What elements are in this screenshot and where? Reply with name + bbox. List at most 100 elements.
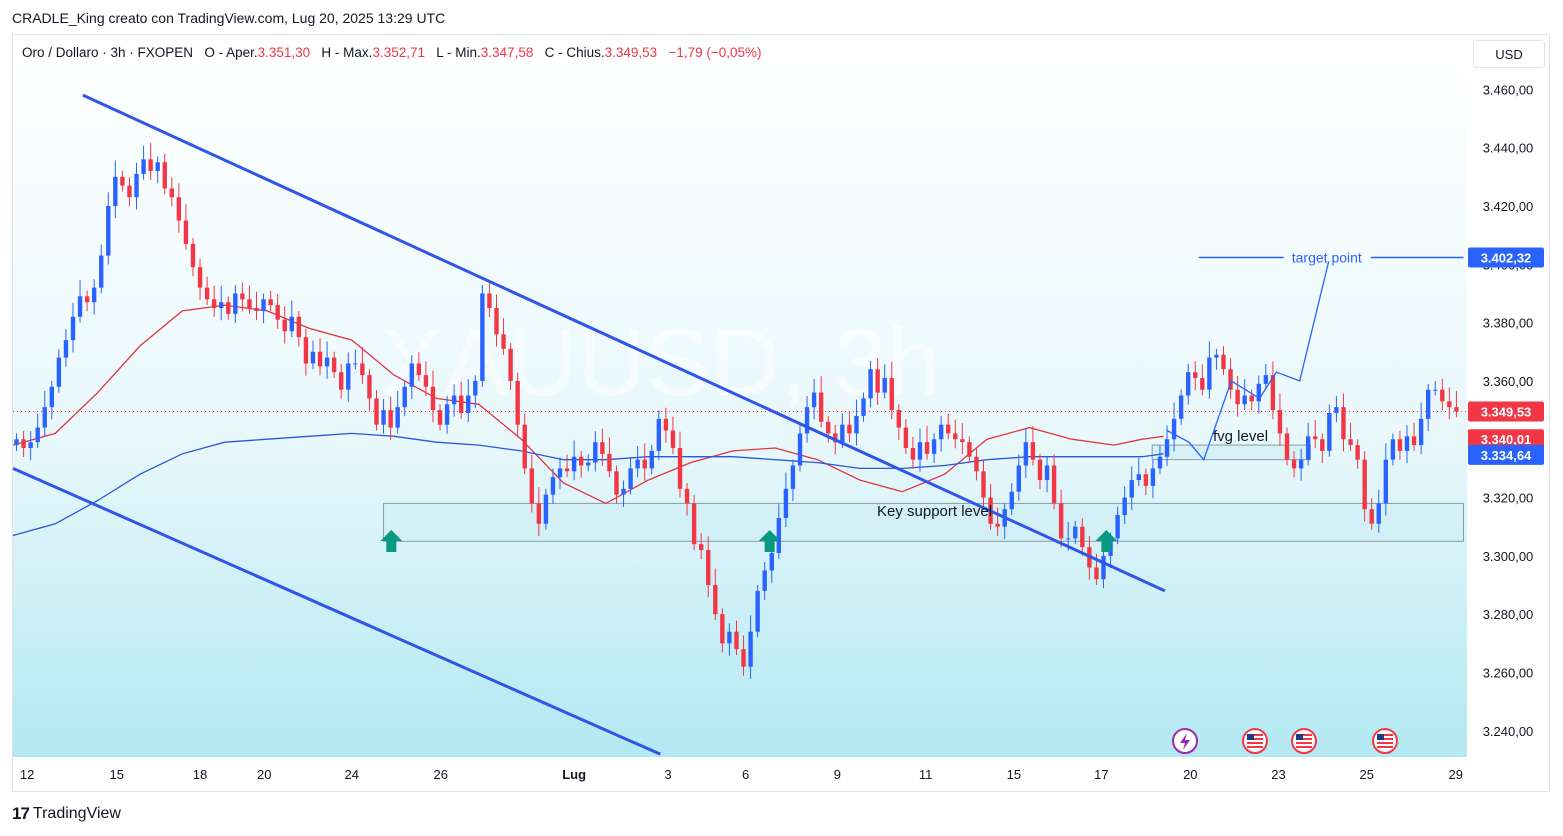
candle-body — [783, 488, 789, 518]
candle-down — [148, 142, 153, 181]
candle-up — [1023, 428, 1029, 478]
candle-body — [1440, 389, 1445, 402]
candle-body — [1376, 503, 1381, 524]
candle-up — [14, 433, 19, 451]
x-tick-label: 15 — [110, 767, 124, 782]
y-tick-label: 3.280,00 — [1483, 607, 1534, 622]
candle-body — [247, 299, 252, 309]
candle-body — [1178, 395, 1184, 419]
candle-down — [508, 343, 513, 390]
candle-body — [1073, 526, 1078, 539]
flag-stripe — [1247, 738, 1263, 740]
flag-stripe — [1377, 738, 1393, 740]
candle-body — [1094, 567, 1099, 580]
candle-down — [515, 372, 520, 437]
candle-down — [21, 430, 26, 458]
candle-down — [1362, 451, 1367, 522]
candle-body — [49, 386, 55, 408]
candle-up — [861, 392, 866, 422]
candle-down — [317, 338, 323, 376]
candle-body — [748, 631, 753, 667]
candle-body — [416, 363, 422, 376]
candle-body — [960, 439, 965, 443]
candle-up — [1425, 383, 1431, 432]
candle-body — [1016, 465, 1021, 492]
candle-up — [1136, 457, 1141, 486]
candle-body — [931, 439, 937, 454]
candle-up — [938, 416, 944, 452]
candle-down — [162, 153, 167, 195]
candle-up — [480, 284, 485, 387]
candle-body — [1418, 418, 1424, 446]
candle-body — [875, 369, 880, 393]
candle-body — [946, 424, 951, 434]
candle-up — [571, 440, 577, 481]
candle-body — [1030, 442, 1036, 460]
candle-body — [459, 395, 464, 413]
candle-down — [896, 404, 901, 440]
candle-down — [176, 183, 182, 233]
y-tick-label: 3.260,00 — [1483, 666, 1534, 681]
candle-body — [797, 433, 803, 466]
candle-body — [635, 459, 640, 469]
flag-stripe — [1296, 746, 1312, 748]
candle-down — [296, 310, 302, 347]
candle-body — [367, 375, 372, 399]
candle-body — [402, 386, 407, 408]
candle-down — [974, 448, 979, 481]
candle-body — [938, 424, 944, 440]
candle-body — [769, 552, 774, 571]
us-flag-icon[interactable] — [1242, 728, 1268, 754]
candle-down — [360, 347, 365, 385]
candle-body — [557, 468, 563, 478]
event-circle — [1291, 728, 1317, 754]
candle-body — [388, 410, 393, 428]
candle-up — [409, 354, 414, 400]
x-tick-label: Lug — [562, 767, 586, 782]
y-tick-label: 3.420,00 — [1483, 199, 1534, 214]
candle-down — [663, 407, 669, 443]
candle-up — [1129, 466, 1134, 510]
candle-body — [56, 357, 62, 387]
candle-up — [1327, 404, 1332, 457]
candle-up — [35, 413, 40, 448]
us-flag-icon[interactable] — [1291, 728, 1317, 754]
flag-canton — [1296, 734, 1303, 740]
open-value: 3.351,30 — [257, 45, 311, 60]
candle-up — [49, 380, 55, 420]
candle-body — [967, 442, 972, 457]
candle-down — [1291, 451, 1297, 478]
tradingview-brand[interactable]: 17 TradingView — [12, 804, 121, 824]
flag-stripe — [1377, 734, 1393, 736]
candle-down — [1200, 364, 1205, 396]
symbol-label: Oro / Dollaro · 3h · FXOPEN — [22, 45, 194, 60]
candle-down — [339, 363, 344, 399]
us-flag-icon[interactable] — [1372, 728, 1398, 754]
y-tick-label: 3.440,00 — [1483, 141, 1534, 156]
candle-up — [1383, 443, 1389, 516]
open-label: O - Aper. — [204, 45, 258, 60]
candle-down — [522, 413, 527, 475]
candle-up — [628, 457, 633, 495]
candle-body — [480, 293, 485, 381]
candle-body — [91, 287, 97, 303]
candle-up — [868, 360, 873, 408]
candle-up — [28, 431, 33, 461]
price-tag: 3.340,01 — [1468, 429, 1544, 450]
currency-button[interactable]: USD — [1473, 40, 1545, 68]
candle-body — [374, 398, 379, 425]
candle-down — [579, 450, 584, 478]
y-tick-label: 3.380,00 — [1483, 316, 1534, 331]
candle-body — [1058, 503, 1064, 539]
x-tick-label: 20 — [257, 767, 271, 782]
candle-down — [720, 608, 725, 653]
candle-body — [113, 176, 118, 206]
candle-body — [1136, 474, 1141, 481]
x-tick-label: 3 — [664, 767, 671, 782]
candle-body — [451, 395, 457, 405]
candle-up — [557, 457, 563, 490]
lightning-event-icon[interactable] — [1172, 728, 1198, 754]
candle-up — [395, 390, 400, 434]
flag-stripe — [1296, 742, 1312, 744]
